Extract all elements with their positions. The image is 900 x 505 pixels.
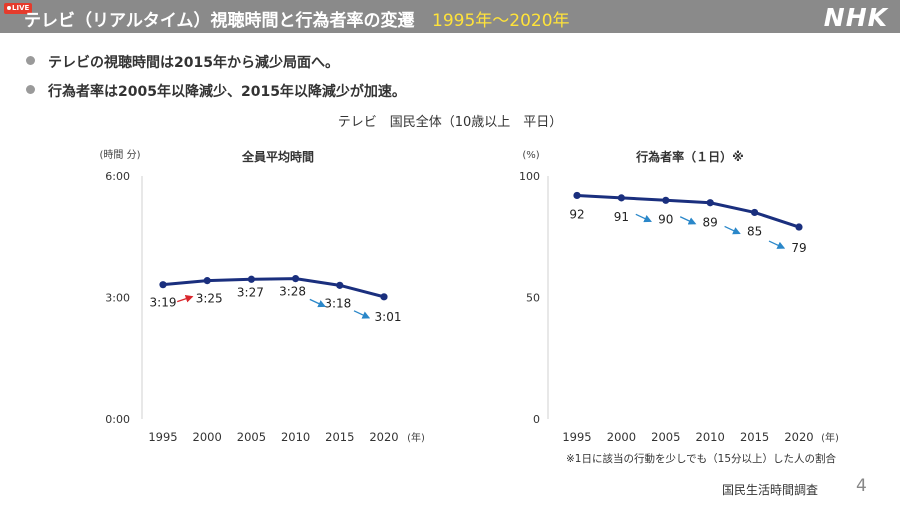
data-point (706, 199, 714, 207)
y-tick-label: 0 (533, 413, 540, 426)
data-label: 3:01 (375, 310, 402, 324)
x-tick-label: 2015 (325, 430, 354, 444)
bullet-item: テレビの視聴時間は2015年から減少局面へ。 (26, 52, 406, 81)
x-tick-label: 2020 (369, 430, 398, 444)
title-bar: LIVE テレビ（リアルタイム）視聴時間と行為者率の変遷 1995年～2020年… (0, 0, 900, 33)
page-title-period: 1995年～2020年 (432, 11, 570, 31)
x-tick-label: 2010 (696, 430, 725, 444)
live-dot-icon (7, 6, 11, 10)
bullet-text: テレビの視聴時間は2015年から減少局面へ。 (48, 55, 339, 71)
data-label: 3:28 (279, 285, 306, 299)
nhk-logo: NHK (823, 3, 888, 32)
chart-footnote: ※1日に該当の行動を少しでも（15分以上）した人の割合 (566, 452, 837, 465)
x-tick-label: 2015 (740, 430, 769, 444)
x-axis-unit: (年) (407, 431, 425, 444)
bullet-list: テレビの視聴時間は2015年から減少局面へ。 行為者率は2005年以降減少、20… (26, 52, 406, 110)
trend-arrow-icon (768, 240, 786, 249)
data-label: 89 (703, 216, 718, 230)
x-tick-label: 2010 (281, 430, 310, 444)
x-axis-unit: (年) (821, 431, 839, 444)
live-badge-label: LIVE (12, 4, 30, 12)
series-line (576, 193, 800, 229)
data-point (751, 208, 759, 217)
x-tick-label: 2005 (237, 430, 266, 444)
bullet-dot-icon (26, 85, 35, 94)
bullet-item: 行為者率は2005年以降減少、2015年以降減少が加速。 (26, 81, 406, 110)
data-label: 3:25 (196, 292, 223, 306)
x-tick-label: 1995 (148, 430, 177, 444)
y-axis-label: (%) (522, 150, 539, 161)
source-label: 国民生活時間調査 (722, 483, 819, 497)
bullet-dot-icon (26, 56, 35, 65)
data-point (573, 191, 581, 200)
chart-title: 全員平均時間 (241, 149, 314, 164)
trend-arrow-icon (635, 213, 652, 223)
data-point (336, 281, 344, 289)
series-line (162, 277, 385, 299)
data-point (203, 277, 211, 285)
page-title: テレビ（リアルタイム）視聴時間と行為者率の変遷 (24, 11, 415, 31)
data-point (159, 281, 167, 289)
data-point (380, 293, 388, 301)
data-label: 3:19 (150, 296, 177, 310)
x-tick-label: 1995 (562, 430, 591, 444)
trend-arrow-icon (309, 298, 326, 308)
data-label: 92 (569, 207, 584, 221)
chart-title: 行為者率（１日）※ (635, 149, 744, 164)
data-label: 3:27 (237, 285, 264, 299)
live-badge: LIVE (4, 3, 33, 14)
data-point (247, 275, 255, 283)
trend-arrow-icon (679, 216, 697, 225)
x-tick-label: 2005 (651, 430, 680, 444)
page-number: 4 (856, 476, 867, 496)
trend-arrow-icon (353, 310, 371, 319)
bullet-text: 行為者率は2005年以降減少、2015年以降減少が加速。 (48, 84, 406, 100)
y-tick-label: 3:00 (105, 292, 130, 305)
trend-arrow-icon (176, 294, 194, 303)
charts-subtitle: テレビ 国民全体（10歳以上 平日） (337, 115, 563, 130)
x-tick-label: 2020 (784, 430, 813, 444)
y-tick-label: 0:00 (105, 413, 130, 426)
data-label: 3:18 (324, 296, 351, 310)
data-label: 85 (747, 224, 762, 238)
y-tick-label: 100 (519, 170, 540, 183)
data-point (617, 194, 626, 202)
data-label: 90 (658, 212, 673, 226)
y-tick-label: 6:00 (105, 170, 130, 183)
data-point (662, 196, 670, 204)
data-label: 91 (614, 210, 629, 224)
data-point (292, 275, 300, 283)
trend-arrow-icon (724, 225, 741, 235)
x-tick-label: 2000 (607, 430, 636, 444)
y-tick-label: 50 (526, 292, 540, 305)
y-axis-label: (時間 分) (100, 149, 141, 161)
data-point (795, 223, 803, 231)
data-label: 79 (791, 241, 806, 255)
x-tick-label: 2000 (193, 430, 222, 444)
